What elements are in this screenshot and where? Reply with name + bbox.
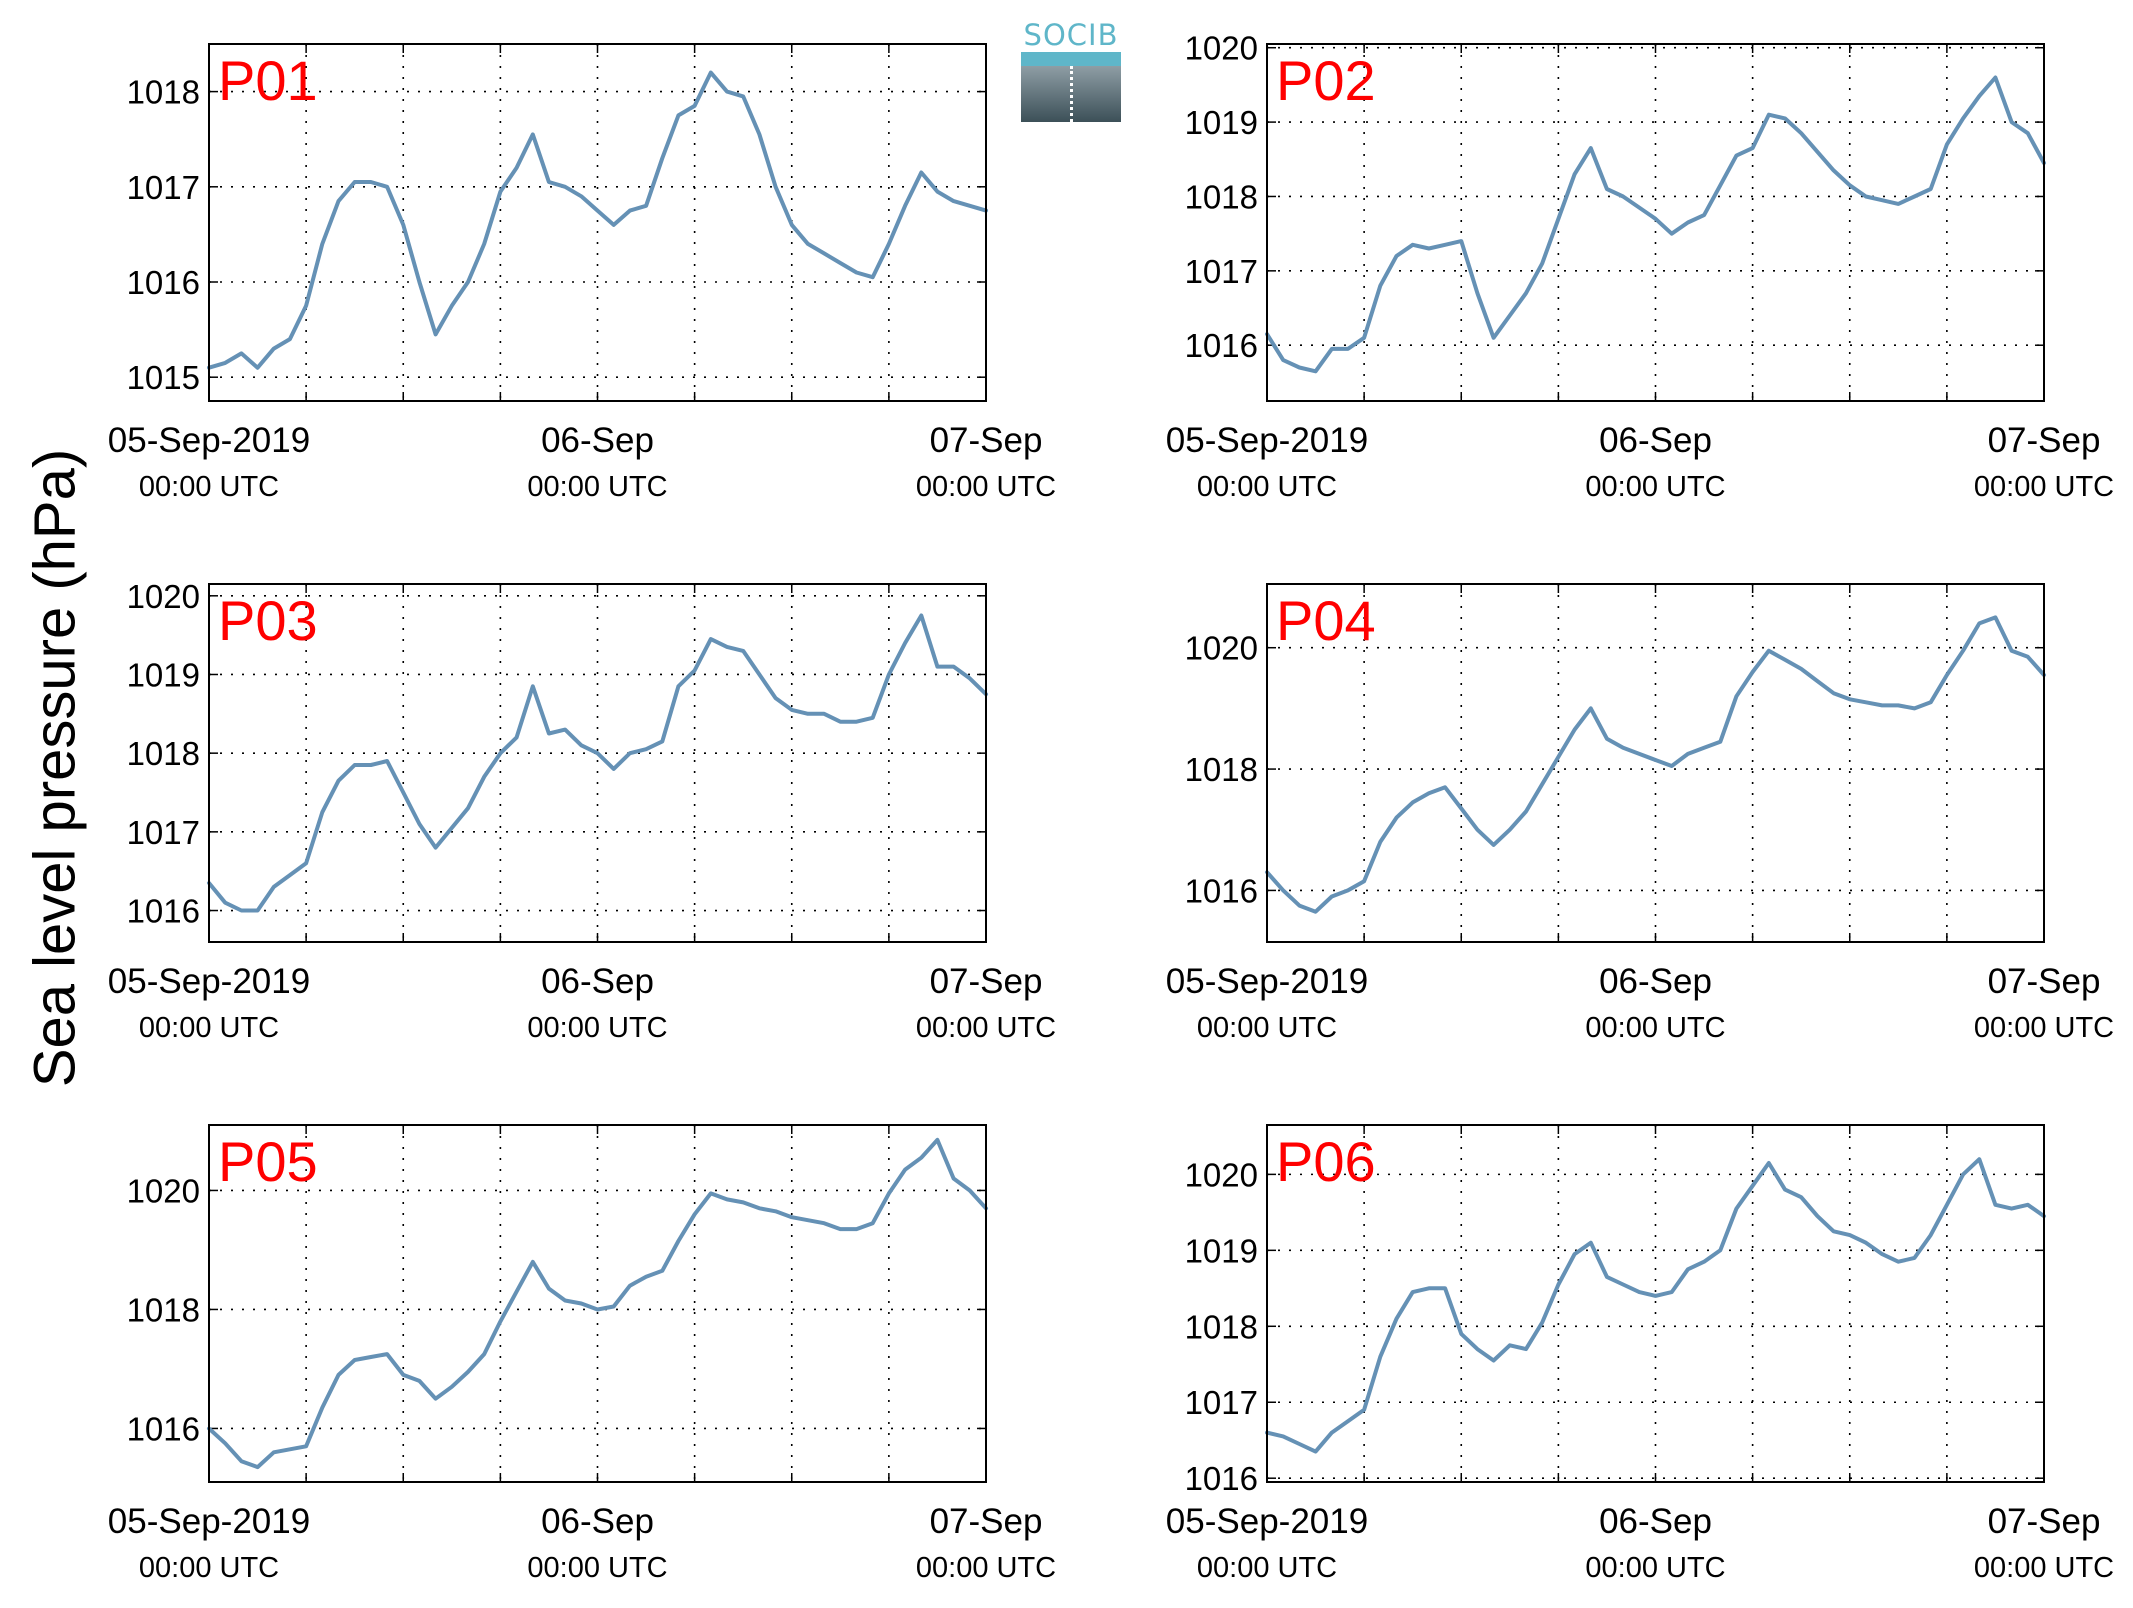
panel-p05: 1016 1018 1020 05-Sep-2019 00:00 UTC 06-Sep 00… — [108, 1124, 1056, 1584]
panel-label: P05 — [218, 1130, 318, 1193]
x-tick-label: 06-Sep — [541, 962, 654, 1001]
y-tick-label: 1017 — [127, 169, 200, 206]
x-tick-sublabel: 00:00 UTC — [139, 1012, 279, 1044]
x-tick-sublabel: 00:00 UTC — [1974, 1012, 2114, 1044]
x-tick-sublabel: 00:00 UTC — [527, 471, 667, 503]
x-tick-sublabel: 00:00 UTC — [1585, 471, 1725, 503]
socib-logo: SOCIB — [1021, 18, 1121, 122]
series-line — [1265, 615, 2046, 914]
series-line — [207, 70, 988, 370]
y-tick-label: 1017 — [1185, 253, 1258, 290]
y-tick-label: 1018 — [1185, 178, 1258, 215]
axes-frame — [1266, 43, 2045, 402]
panel-p02: 1016 1017 1018 1019 1020 05-Sep-2019 00:00 UTC… — [1166, 30, 2114, 503]
logo-text: SOCIB — [1023, 18, 1119, 52]
axes-frame — [208, 583, 987, 943]
y-tick-label: 1016 — [127, 893, 200, 930]
x-tick-sublabel: 00:00 UTC — [139, 1552, 279, 1584]
x-tick-sublabel: 00:00 UTC — [916, 1552, 1056, 1584]
y-tick-label: 1016 — [1185, 327, 1258, 364]
x-tick-label: 05-Sep-2019 — [108, 1502, 310, 1541]
x-tick-label: 05-Sep-2019 — [108, 421, 310, 460]
y-tick-label: 1018 — [127, 74, 200, 111]
x-tick-label: 06-Sep — [1599, 1502, 1712, 1541]
y-tick-label: 1020 — [127, 1172, 200, 1209]
panel-label: P01 — [218, 49, 318, 112]
x-tick-label: 05-Sep-2019 — [1166, 962, 1368, 1001]
x-tick-label: 07-Sep — [930, 1502, 1043, 1541]
x-tick-sublabel: 00:00 UTC — [1974, 1552, 2114, 1584]
panel-label: P06 — [1276, 1130, 1376, 1193]
series-line — [207, 1137, 988, 1470]
y-tick-label: 1018 — [1185, 751, 1258, 788]
x-tick-sublabel: 00:00 UTC — [1197, 1012, 1337, 1044]
panel-label: P04 — [1276, 589, 1376, 652]
x-tick-sublabel: 00:00 UTC — [1197, 471, 1337, 503]
y-tick-label: 1019 — [1185, 104, 1258, 141]
x-tick-label: 07-Sep — [930, 962, 1043, 1001]
axes-frame — [208, 43, 987, 402]
panel-p03: 1016 1017 1018 1019 1020 05-Sep-2019 00:00 UTC… — [108, 578, 1056, 1044]
x-tick-label: 05-Sep-2019 — [1166, 1502, 1368, 1541]
x-tick-sublabel: 00:00 UTC — [1585, 1552, 1725, 1584]
y-tick-label: 1020 — [127, 578, 200, 615]
panel-p06: 1016 1017 1018 1019 1020 05-Sep-2019 00:00 UTC… — [1166, 1124, 2114, 1584]
y-tick-label: 1017 — [127, 814, 200, 851]
x-tick-label: 07-Sep — [930, 421, 1043, 460]
series-line — [1265, 1157, 2046, 1454]
panel-label: P03 — [218, 589, 318, 652]
y-tick-label: 1018 — [127, 1291, 200, 1328]
panel-p04: 1016 1018 1020 05-Sep-2019 00:00 UTC 06-Sep 00… — [1166, 583, 2114, 1044]
x-tick-label: 07-Sep — [1988, 962, 2101, 1001]
y-tick-label: 1018 — [127, 735, 200, 772]
series-line — [207, 613, 988, 913]
x-tick-label: 06-Sep — [1599, 962, 1712, 1001]
series-line — [1265, 75, 2046, 374]
x-tick-label: 07-Sep — [1988, 421, 2101, 460]
y-tick-label: 1019 — [127, 656, 200, 693]
axes-frame — [1266, 1124, 2045, 1483]
x-tick-sublabel: 00:00 UTC — [527, 1012, 667, 1044]
y-tick-label: 1020 — [1185, 30, 1258, 67]
y-tick-label: 1015 — [127, 359, 200, 396]
x-tick-label: 06-Sep — [541, 1502, 654, 1541]
y-tick-label: 1020 — [1185, 1156, 1258, 1193]
logo-graphic — [1021, 52, 1121, 122]
x-tick-sublabel: 00:00 UTC — [527, 1552, 667, 1584]
y-axis-label: Sea level pressure (hPa) — [22, 448, 88, 1088]
y-tick-label: 1019 — [1185, 1232, 1258, 1269]
x-tick-label: 05-Sep-2019 — [1166, 421, 1368, 460]
x-tick-sublabel: 00:00 UTC — [916, 1012, 1056, 1044]
axes-frame — [1266, 583, 2045, 943]
y-tick-label: 1020 — [1185, 630, 1258, 667]
y-tick-label: 1016 — [1185, 872, 1258, 909]
y-tick-label: 1017 — [1185, 1384, 1258, 1421]
y-tick-label: 1016 — [127, 264, 200, 301]
x-tick-sublabel: 00:00 UTC — [916, 471, 1056, 503]
y-tick-label: 1018 — [1185, 1308, 1258, 1345]
x-tick-sublabel: 00:00 UTC — [139, 471, 279, 503]
x-tick-sublabel: 00:00 UTC — [1974, 471, 2114, 503]
x-tick-label: 06-Sep — [541, 421, 654, 460]
panel-p01: 1015 1016 1017 1018 05-Sep-2019 00:00 UTC 06-S… — [108, 43, 1056, 503]
x-tick-sublabel: 00:00 UTC — [1585, 1012, 1725, 1044]
x-tick-label: 06-Sep — [1599, 421, 1712, 460]
x-tick-label: 07-Sep — [1988, 1502, 2101, 1541]
y-tick-label: 1016 — [127, 1410, 200, 1447]
x-tick-sublabel: 00:00 UTC — [1197, 1552, 1337, 1584]
y-tick-label: 1016 — [1185, 1460, 1258, 1497]
axes-frame — [208, 1124, 987, 1483]
panel-label: P02 — [1276, 49, 1376, 112]
x-tick-label: 05-Sep-2019 — [108, 962, 310, 1001]
